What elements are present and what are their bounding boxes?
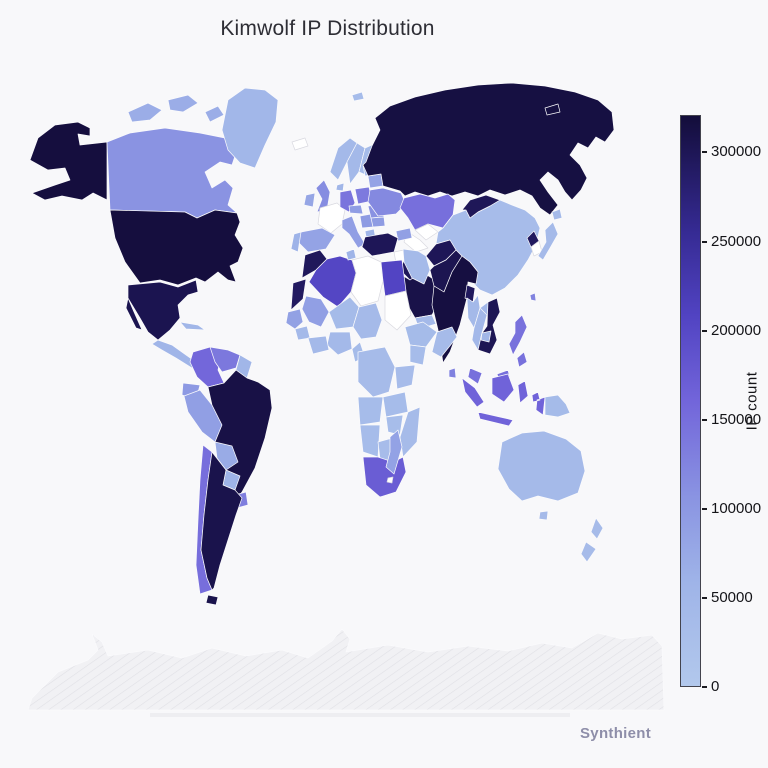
country-nigeria[interactable] [326,331,353,356]
country-mauritania[interactable] [290,278,307,311]
country-indonesia[interactable] [461,373,546,427]
country-south-africa[interactable] [362,456,407,498]
colorbar-tick-mark [702,596,707,599]
colorbar-tick-mark [702,240,707,243]
country-australia[interactable] [497,430,586,521]
country-sri-lanka[interactable] [448,367,457,379]
country-madagascar[interactable] [385,429,403,475]
country-mali[interactable] [301,295,330,328]
country-turkey[interactable] [361,232,399,257]
country-lesotho[interactable] [386,476,394,484]
colorbar-tick-label: 0 [711,678,720,696]
colorbar [680,115,701,687]
country-bulgaria[interactable] [370,216,386,228]
country-png[interactable] [544,394,571,418]
country-somalia[interactable] [431,326,458,358]
country-canada[interactable] [106,127,238,219]
country-tunisia[interactable] [345,248,357,261]
country-svalbard[interactable] [351,91,365,102]
country-mongolia[interactable] [461,194,501,219]
country-chad[interactable] [352,302,383,340]
country-namibia[interactable] [359,424,381,458]
country-angola[interactable] [357,396,384,426]
country-zimbabwe[interactable] [385,414,404,436]
country-egypt[interactable] [380,259,407,297]
colorbar-tick-label: 50000 [711,589,753,607]
country-taiwan[interactable] [529,292,537,302]
chart-title: Kimwolf IP Distribution [220,17,435,40]
country-denmark[interactable] [335,182,345,192]
country-ethiopia[interactable] [404,321,438,348]
country-belarus[interactable] [367,173,384,189]
country-cuba[interactable] [179,321,206,331]
country-sudan[interactable] [384,290,412,331]
colorbar-tick-label: 100000 [711,499,762,517]
country-usa-alaska[interactable] [29,121,108,201]
country-mozambique[interactable] [399,406,421,458]
country-venezuela[interactable] [209,346,241,373]
colorbar-tick-mark [702,418,707,421]
country-usa[interactable] [109,209,244,286]
colorbar-tick-label: 200000 [711,321,762,339]
country-senegal[interactable] [285,308,304,330]
country-ireland[interactable] [303,192,316,208]
colorbar-tick-label: 150000 [711,410,762,428]
colorbar-tick-mark [702,151,707,154]
colorbar-tick-label: 300000 [711,143,762,161]
country-portugal[interactable] [290,231,302,253]
country-iran[interactable] [402,248,431,285]
colorbar-ticks: 0 50000 100000 150000 200000 250000 300000 [701,115,768,695]
country-canadian-arctic[interactable] [127,94,225,123]
country-new-zealand[interactable] [580,517,604,563]
country-kenya[interactable] [409,344,427,366]
country-cambodia[interactable] [480,330,492,343]
antarctica-strip [150,713,570,717]
country-tanzania[interactable] [394,364,416,390]
country-zambia[interactable] [382,391,409,418]
country-mexico[interactable] [125,279,199,341]
colorbar-tick-mark [702,329,707,332]
colorbar-tick-mark [702,686,707,688]
colorbar-tick-label: 250000 [711,232,762,250]
country-greenland[interactable] [221,87,279,169]
country-iceland[interactable] [291,137,309,151]
country-austria[interactable] [348,204,364,215]
country-italy[interactable] [341,215,366,249]
country-central-america[interactable] [151,339,197,369]
country-argentina[interactable] [200,451,243,606]
colorbar-tick-mark [702,507,707,510]
country-libya[interactable] [350,255,384,307]
watermark: Synthient [580,725,652,742]
antarctica [27,628,665,711]
country-japan[interactable] [537,208,563,261]
country-drc[interactable] [357,346,396,398]
country-philippines[interactable] [508,314,528,368]
country-ghana[interactable] [307,335,330,355]
colorbar-axis-label: IP count [743,371,761,431]
